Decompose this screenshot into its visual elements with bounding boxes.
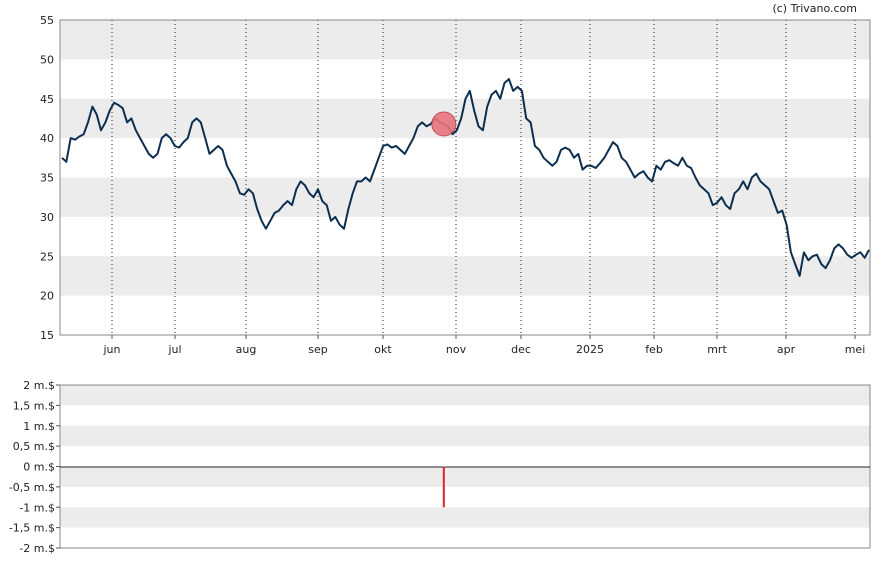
- price-y-tick-label: 20: [40, 290, 54, 303]
- price-line: [61, 78, 870, 277]
- copyright-text: (c) Trivano.com: [772, 2, 857, 15]
- price-x-tick-label: nov: [446, 343, 467, 356]
- price-x-tick-label: mei: [845, 343, 866, 356]
- volume-y-tick-label: 0,5 m.$: [13, 440, 55, 453]
- price-frame: [59, 19, 871, 336]
- volume-y-tick-label: 2 m.$: [23, 379, 55, 392]
- volume-y-tick-label: 1 m.$: [23, 420, 55, 433]
- volume-y-tick-label: -1,5 m.$: [9, 522, 55, 535]
- volume-y-tick-label: -1 m.$: [19, 501, 55, 514]
- price-x-tick-label: mrt: [707, 343, 727, 356]
- price-x-tick-label: feb: [645, 343, 663, 356]
- price-x-tick-label: 2025: [576, 343, 604, 356]
- price-y-tick-label: 50: [40, 53, 54, 66]
- price-band: [60, 177, 870, 217]
- price-x-tick-label: okt: [374, 343, 392, 356]
- volume-band: [60, 425, 870, 447]
- price-marker: [431, 111, 457, 137]
- price-y-ticks: 55 50 45 40 35 30 25 20 15: [40, 14, 54, 342]
- price-x-tick-label: dec: [511, 343, 531, 356]
- price-x-tick-label: sep: [308, 343, 327, 356]
- price-y-tick-label: 15: [40, 329, 54, 342]
- volume-band: [60, 507, 870, 528]
- price-band: [60, 20, 870, 60]
- price-x-ticks: jun jul aug sep okt nov dec 2025 feb mrt apr mei: [103, 335, 866, 356]
- volume-y-ticks: 2 m.$ 1,5 m.$ 1 m.$ 0,5 m.$ 0 m.$ -0,5 m.$ -1 …: [9, 379, 60, 555]
- volume-band: [60, 466, 870, 487]
- volume-y-tick-label: 1,5 m.$: [13, 399, 55, 412]
- price-y-tick-label: 40: [40, 132, 54, 145]
- price-grid: [111, 20, 856, 335]
- price-x-tick-label: jun: [103, 343, 121, 356]
- price-x-tick-label: jul: [167, 343, 181, 356]
- price-band: [60, 256, 870, 296]
- price-y-tick-label: 35: [40, 172, 54, 185]
- volume-y-tick-label: -2 m.$: [19, 542, 55, 555]
- price-y-tick-label: 30: [40, 211, 54, 224]
- volume-y-tick-label: 0 m.$: [23, 461, 55, 474]
- price-y-tick-label: 25: [40, 250, 54, 263]
- price-y-tick-label: 45: [40, 93, 54, 106]
- volume-bands: [60, 385, 870, 528]
- price-x-tick-label: apr: [777, 343, 796, 356]
- price-x-tick-label: aug: [236, 343, 257, 356]
- price-bands: [60, 20, 870, 296]
- volume-band: [60, 385, 870, 406]
- volume-y-tick-label: -0,5 m.$: [9, 481, 55, 494]
- price-y-tick-label: 55: [40, 14, 54, 27]
